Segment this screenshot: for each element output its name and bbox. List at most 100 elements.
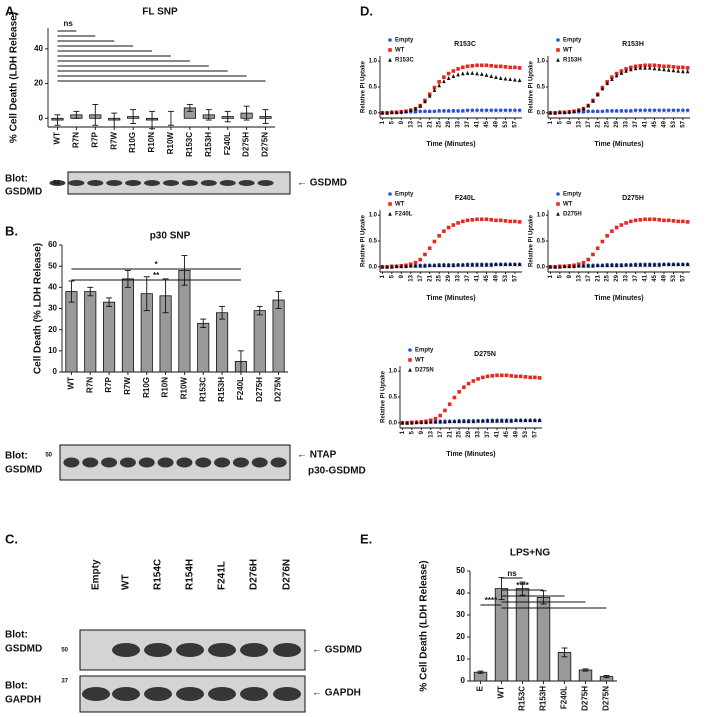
blot-band xyxy=(214,457,231,468)
marker xyxy=(633,218,638,223)
x-tick-label: WT xyxy=(67,377,76,390)
marker xyxy=(586,257,591,262)
x-tick-label: F240L xyxy=(236,377,245,400)
marker xyxy=(452,395,457,400)
marker xyxy=(595,92,600,97)
marker xyxy=(394,110,399,115)
x-tick-label: R153C xyxy=(198,377,207,402)
chart-title: R153H xyxy=(622,41,644,48)
marker xyxy=(437,234,441,238)
marker xyxy=(666,262,671,267)
marker xyxy=(446,108,451,113)
marker xyxy=(513,108,517,113)
marker xyxy=(427,246,432,251)
marker xyxy=(442,79,446,84)
marker xyxy=(558,264,562,269)
marker xyxy=(418,103,423,108)
marker xyxy=(408,358,412,362)
x-axis-label: Time (Minutes) xyxy=(426,295,475,302)
x-tick-label: 17 xyxy=(586,274,592,281)
marker xyxy=(610,229,614,233)
marker xyxy=(586,109,591,114)
marker xyxy=(633,108,638,113)
x-tick-label: R153H xyxy=(217,377,226,402)
marker xyxy=(508,219,512,224)
x-tick-label: 9 xyxy=(419,430,425,434)
marker xyxy=(428,419,433,424)
marker xyxy=(638,108,643,113)
y-tick-label: 50 xyxy=(456,566,465,575)
marker xyxy=(666,67,671,72)
marker xyxy=(591,252,595,257)
marker xyxy=(456,221,460,225)
marker xyxy=(643,65,647,70)
x-tick-label: 9 xyxy=(567,274,573,278)
y-tick-label: 1.0 xyxy=(369,59,378,65)
x-tick-label: R153C xyxy=(185,132,194,157)
x-tick-label: 49 xyxy=(662,274,668,281)
legend-label: D275H xyxy=(563,212,582,218)
lane-label: Empty xyxy=(91,559,102,590)
x-tick-label: 45 xyxy=(652,274,658,281)
marker xyxy=(676,262,680,267)
marker xyxy=(509,374,514,378)
marker xyxy=(489,64,494,68)
marker xyxy=(479,108,484,113)
marker xyxy=(461,71,465,76)
y-tick-label: 0.5 xyxy=(389,395,398,401)
marker xyxy=(503,65,508,69)
marker xyxy=(404,109,408,114)
marker xyxy=(662,67,666,72)
x-tick-label: 13 xyxy=(428,430,434,437)
blot-band xyxy=(144,643,172,657)
marker xyxy=(567,109,572,114)
x-tick-label: 53 xyxy=(671,120,677,127)
marker xyxy=(671,262,676,267)
x-tick-label: 1 xyxy=(548,120,554,124)
annotation: ns xyxy=(507,569,517,578)
blot-band xyxy=(82,687,110,701)
marker xyxy=(518,418,523,423)
marker xyxy=(676,68,680,73)
marker xyxy=(614,263,619,268)
x-tick-label: 37 xyxy=(465,120,471,127)
marker xyxy=(438,419,443,424)
marker xyxy=(489,218,494,222)
marker xyxy=(466,419,471,424)
blot-band xyxy=(125,180,142,186)
x-tick-label: 41 xyxy=(643,274,649,281)
annotation: ns xyxy=(63,19,73,28)
y-tick-label: 1.0 xyxy=(389,369,398,375)
marker xyxy=(385,264,389,269)
y-axis-label: Relative PI Uptake xyxy=(361,214,367,267)
mw-marker: 50 xyxy=(45,453,52,459)
marker xyxy=(662,64,666,69)
marker xyxy=(465,262,470,267)
marker xyxy=(647,262,652,267)
marker xyxy=(475,108,479,113)
marker xyxy=(647,217,652,222)
marker xyxy=(666,218,671,223)
marker xyxy=(470,262,475,267)
y-axis-label: Relative PI Uptake xyxy=(529,214,535,267)
marker xyxy=(405,420,409,425)
legend-label: F240L xyxy=(395,212,413,218)
marker xyxy=(462,385,466,389)
marker xyxy=(423,252,427,257)
marker xyxy=(462,419,466,424)
marker xyxy=(481,375,485,380)
marker xyxy=(508,77,512,82)
marker xyxy=(476,377,480,381)
blot-band xyxy=(162,180,179,186)
marker xyxy=(443,419,447,424)
x-tick-label: R7N xyxy=(85,377,94,393)
x-tick-label: 5 xyxy=(389,274,395,278)
marker xyxy=(572,264,576,269)
marker xyxy=(605,234,609,238)
marker xyxy=(581,260,586,265)
blot-band xyxy=(219,180,236,186)
legend-label: WT xyxy=(395,202,405,208)
y-tick-label: 20 xyxy=(48,325,57,334)
x-tick-label: R153H xyxy=(539,686,548,711)
